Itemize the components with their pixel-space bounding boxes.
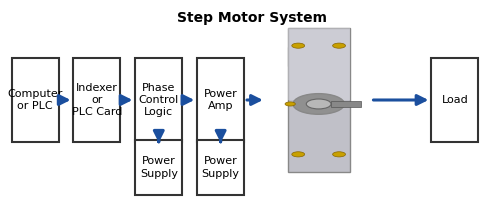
Bar bbox=[136, 58, 182, 142]
Text: Power
Supply: Power Supply bbox=[202, 156, 239, 179]
Circle shape bbox=[292, 43, 304, 48]
Circle shape bbox=[293, 94, 344, 114]
Bar bbox=[74, 58, 120, 142]
Circle shape bbox=[306, 99, 331, 109]
Bar bbox=[288, 28, 350, 100]
Text: Indexer
or
PLC Card: Indexer or PLC Card bbox=[72, 83, 122, 117]
Circle shape bbox=[332, 43, 345, 48]
Bar bbox=[12, 58, 58, 142]
Bar bbox=[331, 101, 360, 107]
Bar bbox=[197, 140, 244, 195]
Text: Power
Supply: Power Supply bbox=[140, 156, 178, 179]
Bar bbox=[136, 140, 182, 195]
Text: Load: Load bbox=[442, 95, 468, 105]
Circle shape bbox=[332, 152, 345, 157]
Circle shape bbox=[292, 152, 304, 157]
Bar bbox=[288, 28, 350, 171]
Circle shape bbox=[285, 102, 296, 106]
Bar bbox=[288, 47, 342, 66]
Bar bbox=[432, 58, 478, 142]
Bar bbox=[197, 58, 244, 142]
Text: Computer
or PLC: Computer or PLC bbox=[8, 89, 62, 111]
Bar bbox=[292, 63, 344, 152]
Text: Power
Amp: Power Amp bbox=[204, 89, 238, 111]
Text: Phase
Control
Logic: Phase Control Logic bbox=[138, 83, 179, 117]
Text: Step Motor System: Step Motor System bbox=[177, 11, 327, 25]
